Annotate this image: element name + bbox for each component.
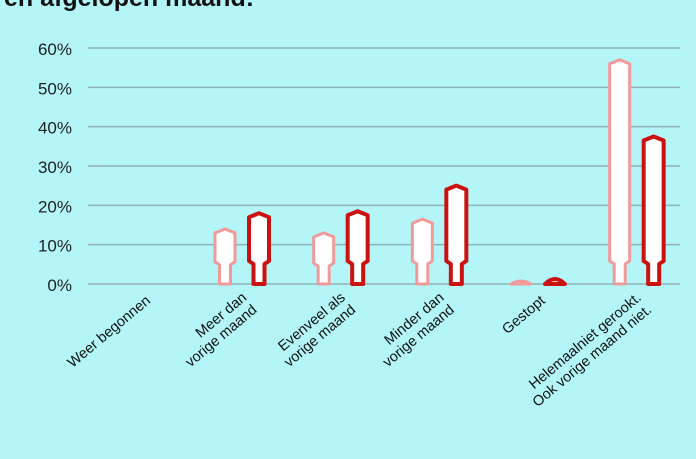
y-tick-label: 20% xyxy=(38,197,72,216)
gridlines xyxy=(88,47,680,285)
x-category-label: Meer danvorige maand xyxy=(172,290,260,371)
x-category-label: Evenveel alsvorige maand xyxy=(271,290,359,371)
y-tick-label: 40% xyxy=(38,119,72,138)
bar-series-1 xyxy=(410,217,434,286)
bar-series-2 xyxy=(641,134,666,286)
x-category-label: Gestopt xyxy=(499,293,548,338)
chart-title: en afgelopen maand: xyxy=(4,0,254,13)
x-axis-category-labels: Weer begonnen Meer danvorige maand Evenvee… xyxy=(65,290,655,411)
bar-series-1 xyxy=(312,231,336,286)
y-tick-label: 60% xyxy=(38,40,72,59)
y-tick-label: 10% xyxy=(38,237,72,256)
y-tick-label: 30% xyxy=(38,158,72,177)
bar-series-1 xyxy=(213,227,237,286)
bars xyxy=(213,58,666,286)
bar-series-2 xyxy=(444,183,469,286)
bar-series-2 xyxy=(247,211,271,286)
bar-series-1 xyxy=(608,58,632,286)
x-category-label-line: Weer begonnen xyxy=(65,293,154,371)
bar-series-2 xyxy=(543,277,567,286)
x-category-label: Minder danvorige maand xyxy=(370,290,458,371)
y-tick-label: 50% xyxy=(38,79,72,98)
bar-series-2 xyxy=(345,209,370,286)
x-category-label-line: Gestopt xyxy=(499,293,548,338)
x-category-label-line: Ook vorige maand niet. xyxy=(530,302,655,411)
x-category-label: Weer begonnen xyxy=(65,293,154,371)
y-axis-tick-labels: 0% 10% 20% 30% 40% 50% 60% xyxy=(38,40,72,295)
y-tick-label: 0% xyxy=(47,276,72,295)
bar-series-1 xyxy=(509,279,533,286)
